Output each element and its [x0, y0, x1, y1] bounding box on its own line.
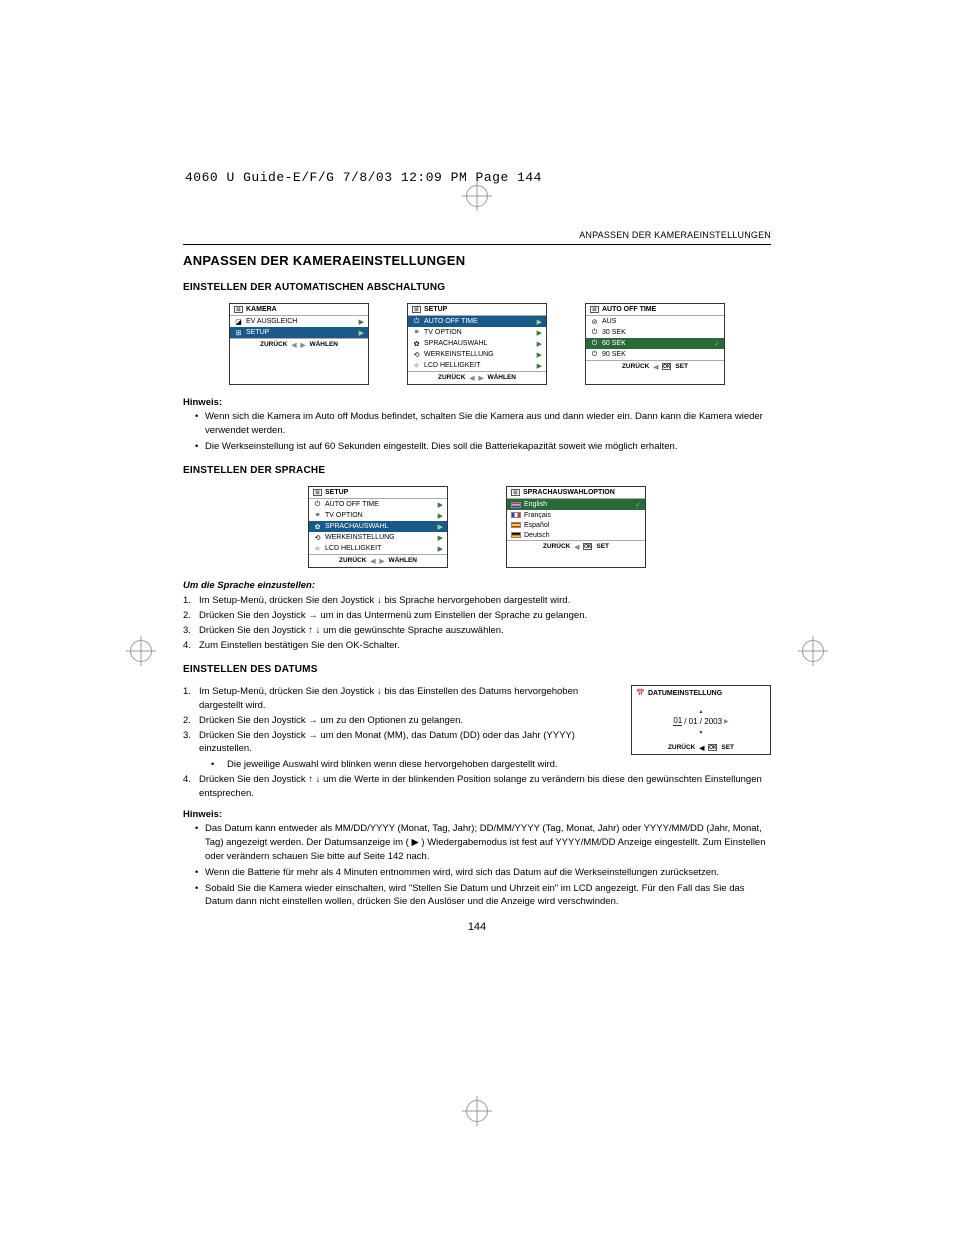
lcd-autooff: ⊡AUTO OFF TIME⊘AUS⏻30 SEK⏻60 SEK✓⏻90 SEK…: [585, 303, 725, 385]
step-item: 3.Drücken Sie den Joystick → um den Mona…: [183, 729, 771, 772]
divider: [183, 244, 771, 245]
lcd-setup-lang: ⊡SETUP⏻AUTO OFF TIME▶≡TV OPTION▶✿SPRACHA…: [308, 486, 448, 568]
crop-mark-left: [130, 640, 152, 662]
steps-list: 1.Im Setup-Menü, drücken Sie den Joystic…: [183, 594, 771, 652]
lcd-language: ⊡SPRACHAUSWAHLOPTIONEnglish✓FrançaisEspa…: [506, 486, 646, 568]
section2-title: EINSTELLEN DER SPRACHE: [183, 465, 771, 476]
step-item: 2.Drücken Sie den Joystick → um zu den O…: [183, 714, 771, 728]
print-header: 4060 U Guide-E/F/G 7/8/03 12:09 PM Page …: [185, 170, 542, 185]
crop-mark-bottom: [466, 1100, 488, 1122]
steps-title: Um die Sprache einzustellen:: [183, 580, 771, 591]
note-label-2: Hinweis:: [183, 809, 771, 820]
date-steps-list: 1.Im Setup-Menü, drücken Sie den Joystic…: [183, 685, 771, 800]
note-item: Die Werkseinstellung ist auf 60 Sekunden…: [195, 440, 771, 454]
step-item: 4.Zum Einstellen bestätigen Sie den OK-S…: [183, 639, 771, 653]
step-item: 4.Drücken Sie den Joystick ↑ ↓ um die We…: [183, 773, 771, 801]
note-item: Sobald Sie die Kamera wieder einschalten…: [195, 882, 771, 910]
substep: Die jeweilige Auswahl wird blinken wenn …: [211, 758, 771, 772]
crop-mark-top: [466, 185, 488, 207]
page-number: 144: [183, 921, 771, 933]
section1-title: EINSTELLEN DER AUTOMATISCHEN ABSCHALTUNG: [183, 282, 771, 293]
running-head: ANPASSEN DER KAMERAEINSTELLUNGEN: [183, 230, 771, 240]
step-item: 3.Drücken Sie den Joystick ↑ ↓ um die ge…: [183, 624, 771, 638]
note-item: Wenn sich die Kamera im Auto off Modus b…: [195, 410, 771, 438]
note-label: Hinweis:: [183, 397, 771, 408]
crop-mark-right: [802, 640, 824, 662]
note-item: Wenn die Batterie für mehr als 4 Minuten…: [195, 866, 771, 880]
page-title: ANPASSEN DER KAMERAEINSTELLUNGEN: [183, 253, 771, 268]
lcd-kamera: ⊡KAMERA◪EV AUSGLEICH▶⊞SETUP▶ZURÜCK◀▶WÄHL…: [229, 303, 369, 385]
note-list: Wenn sich die Kamera im Auto off Modus b…: [183, 410, 771, 453]
section3-title: EINSTELLEN DES DATUMS: [183, 664, 771, 675]
note-item: Das Datum kann entweder als MM/DD/YYYY (…: [195, 822, 771, 863]
lcd-row-1: ⊡KAMERA◪EV AUSGLEICH▶⊞SETUP▶ZURÜCK◀▶WÄHL…: [183, 303, 771, 385]
step-item: 1.Im Setup-Menü, drücken Sie den Joystic…: [183, 594, 771, 608]
step-item: 1.Im Setup-Menü, drücken Sie den Joystic…: [183, 685, 771, 713]
lcd-row-2: ⊡SETUP⏻AUTO OFF TIME▶≡TV OPTION▶✿SPRACHA…: [183, 486, 771, 568]
note-list-2: Das Datum kann entweder als MM/DD/YYYY (…: [183, 822, 771, 909]
lcd-setup: ⊡SETUP⏻AUTO OFF TIME▶≡TV OPTION▶✿SPRACHA…: [407, 303, 547, 385]
step-item: 2.Drücken Sie den Joystick → um in das U…: [183, 609, 771, 623]
